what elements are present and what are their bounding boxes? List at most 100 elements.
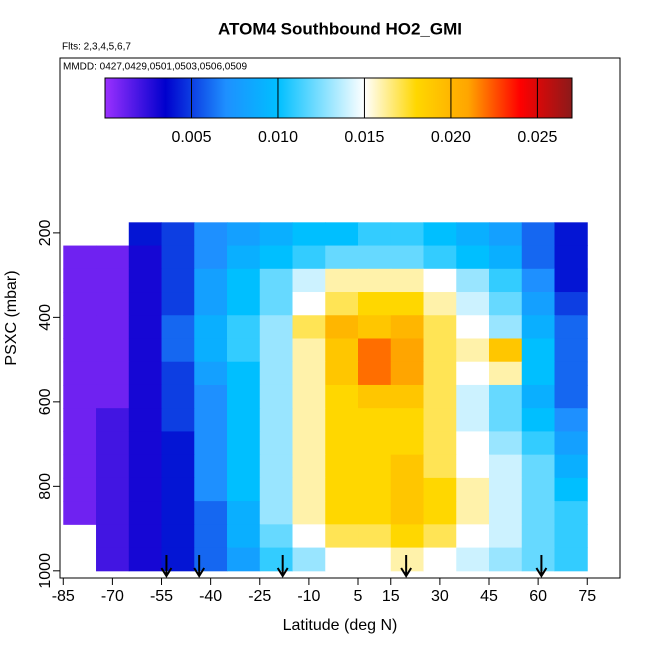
heat-cell: [259, 547, 294, 572]
heat-cell: [423, 245, 457, 270]
heat-cell: [161, 431, 195, 456]
heat-cell: [489, 245, 523, 270]
heat-cell: [554, 245, 588, 270]
heat-cell: [63, 338, 97, 363]
heat-cell: [227, 408, 261, 432]
heat-cell: [227, 454, 261, 479]
heat-cell: [292, 245, 326, 270]
colorbar-tick-label: 0.025: [517, 129, 557, 146]
y-tick-label: 800: [37, 473, 54, 500]
heat-cell: [194, 268, 228, 293]
heat-cell: [227, 222, 261, 247]
heat-cell: [63, 384, 97, 409]
heat-cell: [456, 245, 490, 270]
heat-cell: [521, 315, 556, 339]
heat-cell: [292, 338, 326, 363]
x-tick-label: -40: [199, 588, 222, 605]
heat-cell: [128, 408, 163, 432]
heat-cell: [259, 361, 294, 386]
heat-cell: [227, 338, 261, 363]
heat-cell: [423, 315, 457, 339]
flight-arrow: [535, 555, 548, 578]
heat-cell: [554, 501, 588, 525]
heat-cell: [358, 222, 392, 247]
heat-cell: [456, 431, 490, 456]
heat-cell: [128, 477, 163, 502]
heat-cell: [390, 245, 425, 270]
heat-cell: [128, 292, 163, 316]
heat-cell: [194, 547, 228, 572]
heat-cell: [259, 477, 294, 502]
heat-cell: [325, 431, 359, 456]
heat-cell: [194, 292, 228, 316]
heat-cell: [292, 222, 326, 247]
heat-cell: [489, 268, 523, 293]
heat-cell: [259, 268, 294, 293]
heat-cell: [521, 292, 556, 316]
heat-cell: [554, 547, 588, 572]
heat-cell: [325, 292, 359, 316]
heat-cell: [456, 524, 490, 549]
heat-cell: [194, 524, 228, 549]
heat-cell: [390, 338, 425, 363]
heat-cell: [227, 292, 261, 316]
heat-cell: [325, 222, 359, 247]
heat-cell: [390, 431, 425, 456]
heat-cell: [259, 501, 294, 525]
heat-cell: [521, 384, 556, 409]
y-tick-label: 1000: [37, 553, 54, 589]
heat-cell: [423, 292, 457, 316]
heat-cell: [161, 408, 195, 432]
heat-cell: [161, 222, 195, 247]
heat-cell: [358, 547, 392, 572]
heat-cell: [161, 361, 195, 386]
heat-cell: [96, 501, 130, 525]
heat-cell: [358, 431, 392, 456]
heat-cell: [423, 222, 457, 247]
y-tick-label: 200: [37, 219, 54, 246]
heat-cell: [423, 524, 457, 549]
heat-cell: [358, 477, 392, 502]
heat-cell: [194, 477, 228, 502]
heat-cell: [456, 477, 490, 502]
heat-cell: [325, 454, 359, 479]
heat-cell: [358, 245, 392, 270]
heat-cell: [227, 477, 261, 502]
heat-cell: [390, 408, 425, 432]
heat-cell: [325, 477, 359, 502]
heat-cell: [423, 454, 457, 479]
heat-cell: [292, 524, 326, 549]
heat-cell: [521, 547, 556, 572]
x-tick-label: 15: [382, 588, 400, 605]
heat-cell: [489, 292, 523, 316]
heat-cell: [390, 292, 425, 316]
heat-cell: [489, 315, 523, 339]
x-tick-label: -85: [52, 588, 75, 605]
heat-cell: [227, 268, 261, 293]
heat-cell: [128, 338, 163, 363]
heat-cell: [96, 384, 130, 409]
heat-cell: [390, 315, 425, 339]
heat-cell: [161, 268, 195, 293]
heat-cell: [358, 454, 392, 479]
heat-cell: [259, 315, 294, 339]
heat-cell: [521, 501, 556, 525]
heat-cell: [423, 408, 457, 432]
heat-cell: [194, 431, 228, 456]
heat-cell: [521, 338, 556, 363]
flight-arrow: [160, 555, 173, 578]
heat-cell: [423, 501, 457, 525]
heat-cell: [194, 222, 228, 247]
heat-cell: [456, 408, 490, 432]
heat-cell: [259, 245, 294, 270]
chart-title: ATOM4 Southbound HO2_GMI: [218, 19, 462, 38]
heat-cell: [96, 477, 130, 502]
heat-cell: [489, 384, 523, 409]
heat-cell: [194, 454, 228, 479]
heat-cell: [96, 245, 130, 270]
heat-cell: [161, 338, 195, 363]
heat-cell: [325, 268, 359, 293]
heat-cell: [96, 268, 130, 293]
heat-cell: [292, 408, 326, 432]
